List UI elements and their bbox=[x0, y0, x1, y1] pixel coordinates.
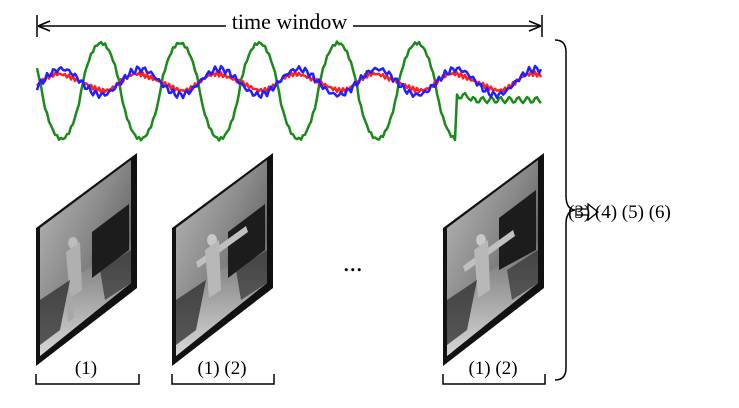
depth-frame-2 bbox=[172, 153, 273, 366]
time-window-text: time window bbox=[225, 9, 354, 34]
signal-blue bbox=[35, 64, 543, 100]
curly-brace bbox=[554, 39, 576, 381]
signal-green bbox=[35, 40, 542, 142]
bracket-2 bbox=[171, 374, 275, 385]
output-arrow-icon bbox=[575, 202, 600, 222]
frame-3-label: (1) (2) bbox=[468, 358, 518, 379]
bracket-3 bbox=[442, 374, 546, 385]
depth-frame-1 bbox=[36, 153, 137, 366]
time-window-label: time window bbox=[0, 9, 579, 34]
signal-plot bbox=[35, 40, 543, 142]
depth-frame-3 bbox=[443, 153, 544, 366]
frame-1-label: (1) bbox=[74, 358, 98, 379]
ellipsis: ... bbox=[343, 248, 363, 277]
frame-brackets bbox=[35, 374, 546, 385]
output-steps-label: (3) (4) (5) (6) bbox=[568, 202, 671, 223]
frame-2-label: (1) (2) bbox=[197, 358, 247, 379]
signal-red bbox=[36, 70, 543, 94]
bracket-1 bbox=[35, 374, 140, 385]
